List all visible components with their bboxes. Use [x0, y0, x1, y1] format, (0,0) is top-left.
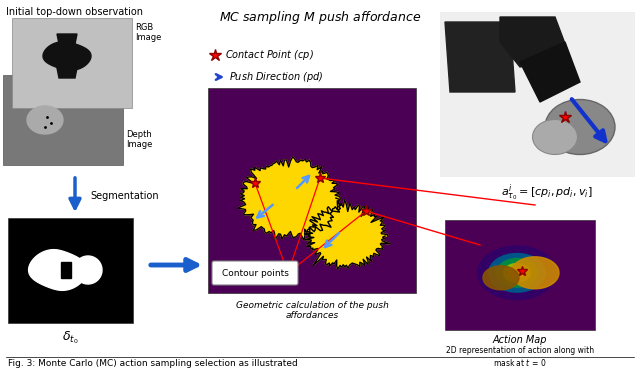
- Bar: [3, 75, 123, 165]
- Ellipse shape: [513, 270, 521, 276]
- Polygon shape: [43, 42, 91, 70]
- Ellipse shape: [477, 245, 557, 300]
- Polygon shape: [237, 157, 341, 240]
- Polygon shape: [483, 266, 519, 290]
- Polygon shape: [27, 106, 63, 134]
- Text: Segmentation: Segmentation: [90, 191, 159, 201]
- Ellipse shape: [545, 100, 615, 155]
- Text: Geometric calculation of the push
affordances: Geometric calculation of the push afford…: [236, 301, 388, 320]
- Text: 2D representation of action along with
mask at $t$ = 0: 2D representation of action along with m…: [446, 346, 594, 368]
- Bar: [440, 12, 635, 177]
- Text: $\delta_{t_0}$: $\delta_{t_0}$: [62, 329, 79, 346]
- Ellipse shape: [503, 263, 531, 283]
- Text: Fig. 3: Monte Carlo (MC) action sampling selection as illustrated: Fig. 3: Monte Carlo (MC) action sampling…: [8, 359, 298, 368]
- Text: Push Direction ($pd$): Push Direction ($pd$): [229, 70, 324, 84]
- Polygon shape: [61, 262, 71, 278]
- Ellipse shape: [509, 267, 525, 278]
- Bar: [445, 220, 595, 330]
- Text: Action Map: Action Map: [493, 335, 547, 345]
- Text: Contour points: Contour points: [221, 268, 289, 277]
- Text: RGB
Image: RGB Image: [135, 23, 161, 42]
- Ellipse shape: [496, 258, 538, 288]
- Ellipse shape: [532, 119, 577, 155]
- Polygon shape: [57, 34, 77, 44]
- Text: Initial top-down observation: Initial top-down observation: [6, 7, 143, 17]
- Text: $a^i_{\tau_0} = [cp_i, pd_i, v_i]$: $a^i_{\tau_0} = [cp_i, pd_i, v_i]$: [502, 182, 593, 203]
- Polygon shape: [74, 256, 102, 284]
- Polygon shape: [305, 200, 390, 269]
- Polygon shape: [520, 42, 580, 102]
- Bar: [8, 218, 133, 323]
- Bar: [12, 18, 132, 108]
- Polygon shape: [511, 257, 559, 289]
- Ellipse shape: [488, 253, 546, 293]
- Polygon shape: [29, 250, 88, 290]
- Polygon shape: [57, 68, 77, 78]
- Bar: [208, 88, 416, 293]
- Text: MC sampling $M$ push affordance: MC sampling $M$ push affordance: [219, 9, 421, 26]
- Text: Depth
Image: Depth Image: [126, 130, 152, 149]
- FancyBboxPatch shape: [212, 261, 298, 285]
- Text: Contact Point ($cp$): Contact Point ($cp$): [225, 48, 314, 62]
- Polygon shape: [445, 22, 515, 92]
- Polygon shape: [500, 17, 570, 67]
